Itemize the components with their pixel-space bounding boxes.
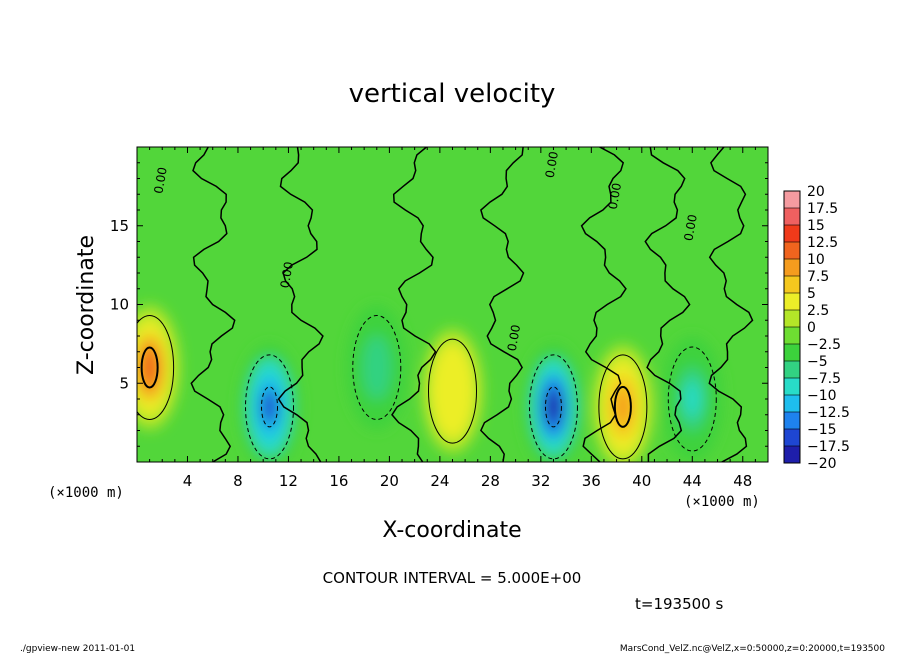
contour-label: 0.00 <box>543 150 561 179</box>
colorbar-swatch <box>784 395 800 412</box>
x-unit-right: (×1000 m) <box>684 494 760 510</box>
y-tick-label: 5 <box>119 374 129 392</box>
colorbar-swatch <box>784 429 800 446</box>
contour-label: 0.00 <box>505 324 523 353</box>
y-axis: 5 10 15 <box>110 162 768 447</box>
colorbar-label: 10 <box>807 252 825 268</box>
time-label: t=193500 s <box>635 595 723 613</box>
chart-title: vertical velocity <box>349 79 556 109</box>
x-tick-label: 28 <box>481 472 500 490</box>
zero-contour <box>644 147 691 462</box>
contour <box>245 354 295 460</box>
colorbar-swatch <box>784 191 800 208</box>
x-tick-label: 8 <box>233 472 243 490</box>
colorbar-label: −20 <box>807 456 837 472</box>
contour <box>598 354 648 460</box>
colorbar-label: −12.5 <box>807 405 850 421</box>
contour-inner <box>140 346 159 389</box>
colorbar-swatch <box>784 412 800 429</box>
field-blob <box>444 373 461 410</box>
x-tick-label: 36 <box>582 472 601 490</box>
colorbar-swatch <box>784 242 800 259</box>
colorbar-label: −5 <box>807 354 828 370</box>
x-tick-label: 32 <box>531 472 550 490</box>
colorbar-swatch <box>784 310 800 327</box>
x-unit-left: (×1000 m) <box>48 485 124 501</box>
colorbar-label: −15 <box>807 422 837 438</box>
zero-contour <box>277 147 324 462</box>
colorbar-label: −7.5 <box>807 371 841 387</box>
contour <box>137 315 175 420</box>
x-tick-label: 4 <box>183 472 193 490</box>
field-blob <box>141 349 158 386</box>
colorbar-swatch <box>784 225 800 242</box>
x-tick-label: 20 <box>380 472 399 490</box>
plot-area: 0.00 0.00 0.00 0.00 0.00 0.00 <box>137 147 768 462</box>
x-axis-title: X-coordinate <box>382 518 521 543</box>
x-tick-label: 44 <box>683 472 702 490</box>
y-tick-label: 15 <box>110 217 129 235</box>
colorbar-label: 20 <box>807 184 825 200</box>
colorbar-label: 2.5 <box>807 303 829 319</box>
colorbar: 2017.51512.5107.552.50−2.5−5−7.5−10−12.5… <box>783 184 850 472</box>
field-blob <box>545 388 562 425</box>
contour-inner <box>544 386 562 428</box>
contour-inner <box>613 385 632 428</box>
colorbar-swatch <box>784 361 800 378</box>
x-tick-label: 48 <box>733 472 752 490</box>
field-blob <box>684 381 701 417</box>
colorbar-label: 15 <box>807 218 825 234</box>
colorbar-label: 17.5 <box>807 201 838 217</box>
colorbar-swatch <box>784 293 800 310</box>
x-tick-label: 12 <box>279 472 298 490</box>
field-blob <box>368 349 385 386</box>
y-axis-title: Z-coordinate <box>74 235 99 375</box>
colorbar-swatch <box>784 276 800 293</box>
field-blob <box>614 388 631 425</box>
colorbar-label: 7.5 <box>807 269 829 285</box>
contour <box>428 338 477 444</box>
zero-contour <box>708 147 754 462</box>
contour-lines: 0.00 0.00 0.00 0.00 0.00 0.00 <box>137 147 754 462</box>
contour-interval: CONTOUR INTERVAL = 5.000E+00 <box>323 569 582 587</box>
field-blob <box>261 388 278 425</box>
colorbar-label: −2.5 <box>807 337 841 353</box>
zero-contour <box>190 147 236 462</box>
zero-contour <box>391 147 437 462</box>
colorbar-swatch <box>784 344 800 361</box>
field-anomalies <box>137 305 723 462</box>
contour-label: 0.00 <box>606 182 624 211</box>
zero-contour <box>480 147 525 462</box>
contour <box>352 315 402 420</box>
colorbar-swatch <box>784 208 800 225</box>
x-axis: 4 8 12 16 20 24 28 32 36 40 44 48 <box>149 147 756 490</box>
colorbar-label: −10 <box>807 388 837 404</box>
y-tick-label: 10 <box>110 296 129 314</box>
x-tick-label: 40 <box>632 472 651 490</box>
colorbar-swatch <box>784 327 800 344</box>
colorbar-swatch <box>784 446 800 463</box>
contour-inner <box>261 386 279 428</box>
contour <box>528 354 578 460</box>
colorbar-label: 12.5 <box>807 235 838 251</box>
colorbar-label: −17.5 <box>807 439 850 455</box>
contour-label: 0.00 <box>681 213 699 242</box>
footer-left: ./gpview-new 2011-01-01 <box>20 644 135 654</box>
contour-label: 0.00 <box>278 261 296 290</box>
colorbar-swatch <box>784 259 800 276</box>
x-tick-label: 24 <box>430 472 449 490</box>
footer-right: MarsCond_VelZ.nc@VelZ,x=0:50000,z=0:2000… <box>620 644 885 654</box>
zero-contour <box>580 147 627 462</box>
contour <box>667 346 717 452</box>
contour-label: 0.00 <box>151 166 169 195</box>
colorbar-label: 5 <box>807 286 816 302</box>
colorbar-swatch <box>784 378 800 395</box>
colorbar-label: 0 <box>807 320 816 336</box>
x-tick-label: 16 <box>329 472 348 490</box>
